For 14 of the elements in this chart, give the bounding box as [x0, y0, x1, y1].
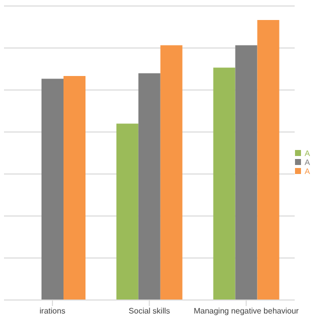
bar: [138, 73, 160, 300]
bar: [160, 45, 182, 300]
bar: [42, 78, 64, 300]
x-tick-label: Managing negative behaviour: [194, 306, 300, 316]
bar: [257, 20, 280, 300]
x-tick-label: Social skills: [128, 306, 170, 316]
bar: [116, 124, 138, 300]
legend-label: A: [304, 166, 310, 176]
x-tick-label: irations: [40, 306, 66, 316]
legend-label: A: [304, 148, 310, 158]
bar: [64, 76, 86, 300]
bar: [213, 68, 236, 300]
bar: [235, 45, 258, 300]
legend-label: A: [304, 158, 310, 166]
